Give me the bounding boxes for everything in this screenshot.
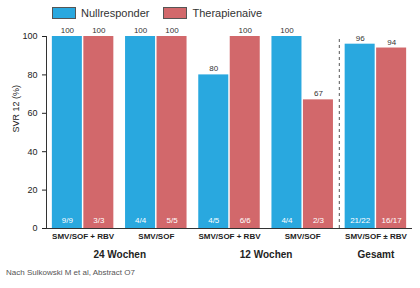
svg-text:3/3: 3/3 — [93, 216, 105, 225]
svg-text:80: 80 — [27, 70, 37, 80]
svg-text:5/5: 5/5 — [166, 216, 178, 225]
svg-text:60: 60 — [27, 108, 37, 118]
svg-text:96: 96 — [356, 34, 365, 43]
svg-text:100: 100 — [61, 26, 75, 35]
svg-text:24 Wochen: 24 Wochen — [93, 249, 146, 260]
svg-text:100: 100 — [280, 26, 294, 35]
svg-text:100: 100 — [92, 26, 106, 35]
svg-text:100: 100 — [165, 26, 179, 35]
svg-text:SMV/SOF: SMV/SOF — [285, 232, 321, 241]
svg-text:4/5: 4/5 — [208, 216, 220, 225]
svg-text:21/22: 21/22 — [350, 216, 371, 225]
svg-text:SMV/SOF + RBV: SMV/SOF + RBV — [198, 232, 261, 241]
svg-text:67: 67 — [314, 89, 323, 98]
html-text:Therapienaive: Therapienaive — [192, 7, 263, 19]
svg-text:SMV/SOF ± RBV: SMV/SOF ± RBV — [345, 232, 407, 241]
svg-text:16/17: 16/17 — [382, 216, 403, 225]
svg-text:Gesamt: Gesamt — [358, 249, 395, 260]
svg-text:SMV/SOF + RBV: SMV/SOF + RBV — [52, 232, 115, 241]
svg-text:4/4: 4/4 — [281, 216, 293, 225]
svg-text:100: 100 — [134, 26, 148, 35]
svg-text:SVR 12 (%): SVR 12 (%) — [11, 85, 21, 133]
svg-text:12 Wochen: 12 Wochen — [240, 249, 293, 260]
svg-text:2/3: 2/3 — [313, 216, 325, 225]
svg-text:40: 40 — [27, 147, 37, 157]
svg-text:6/6: 6/6 — [240, 216, 252, 225]
svg-text:0: 0 — [32, 223, 37, 233]
svg-text:94: 94 — [387, 38, 396, 47]
svg-text:100: 100 — [22, 31, 37, 41]
svg-text:80: 80 — [209, 64, 218, 73]
html-text:Nullresponder: Nullresponder — [81, 7, 150, 19]
svg-text:4/4: 4/4 — [135, 216, 147, 225]
svg-text:100: 100 — [239, 26, 253, 35]
svg-text:20: 20 — [27, 185, 37, 195]
svg-text:SMV/SOF: SMV/SOF — [138, 232, 174, 241]
html-text:Nach Sulkowski M et al, Abstra: Nach Sulkowski M et al, Abstract O7 — [6, 268, 135, 277]
svg-text:9/9: 9/9 — [62, 216, 74, 225]
